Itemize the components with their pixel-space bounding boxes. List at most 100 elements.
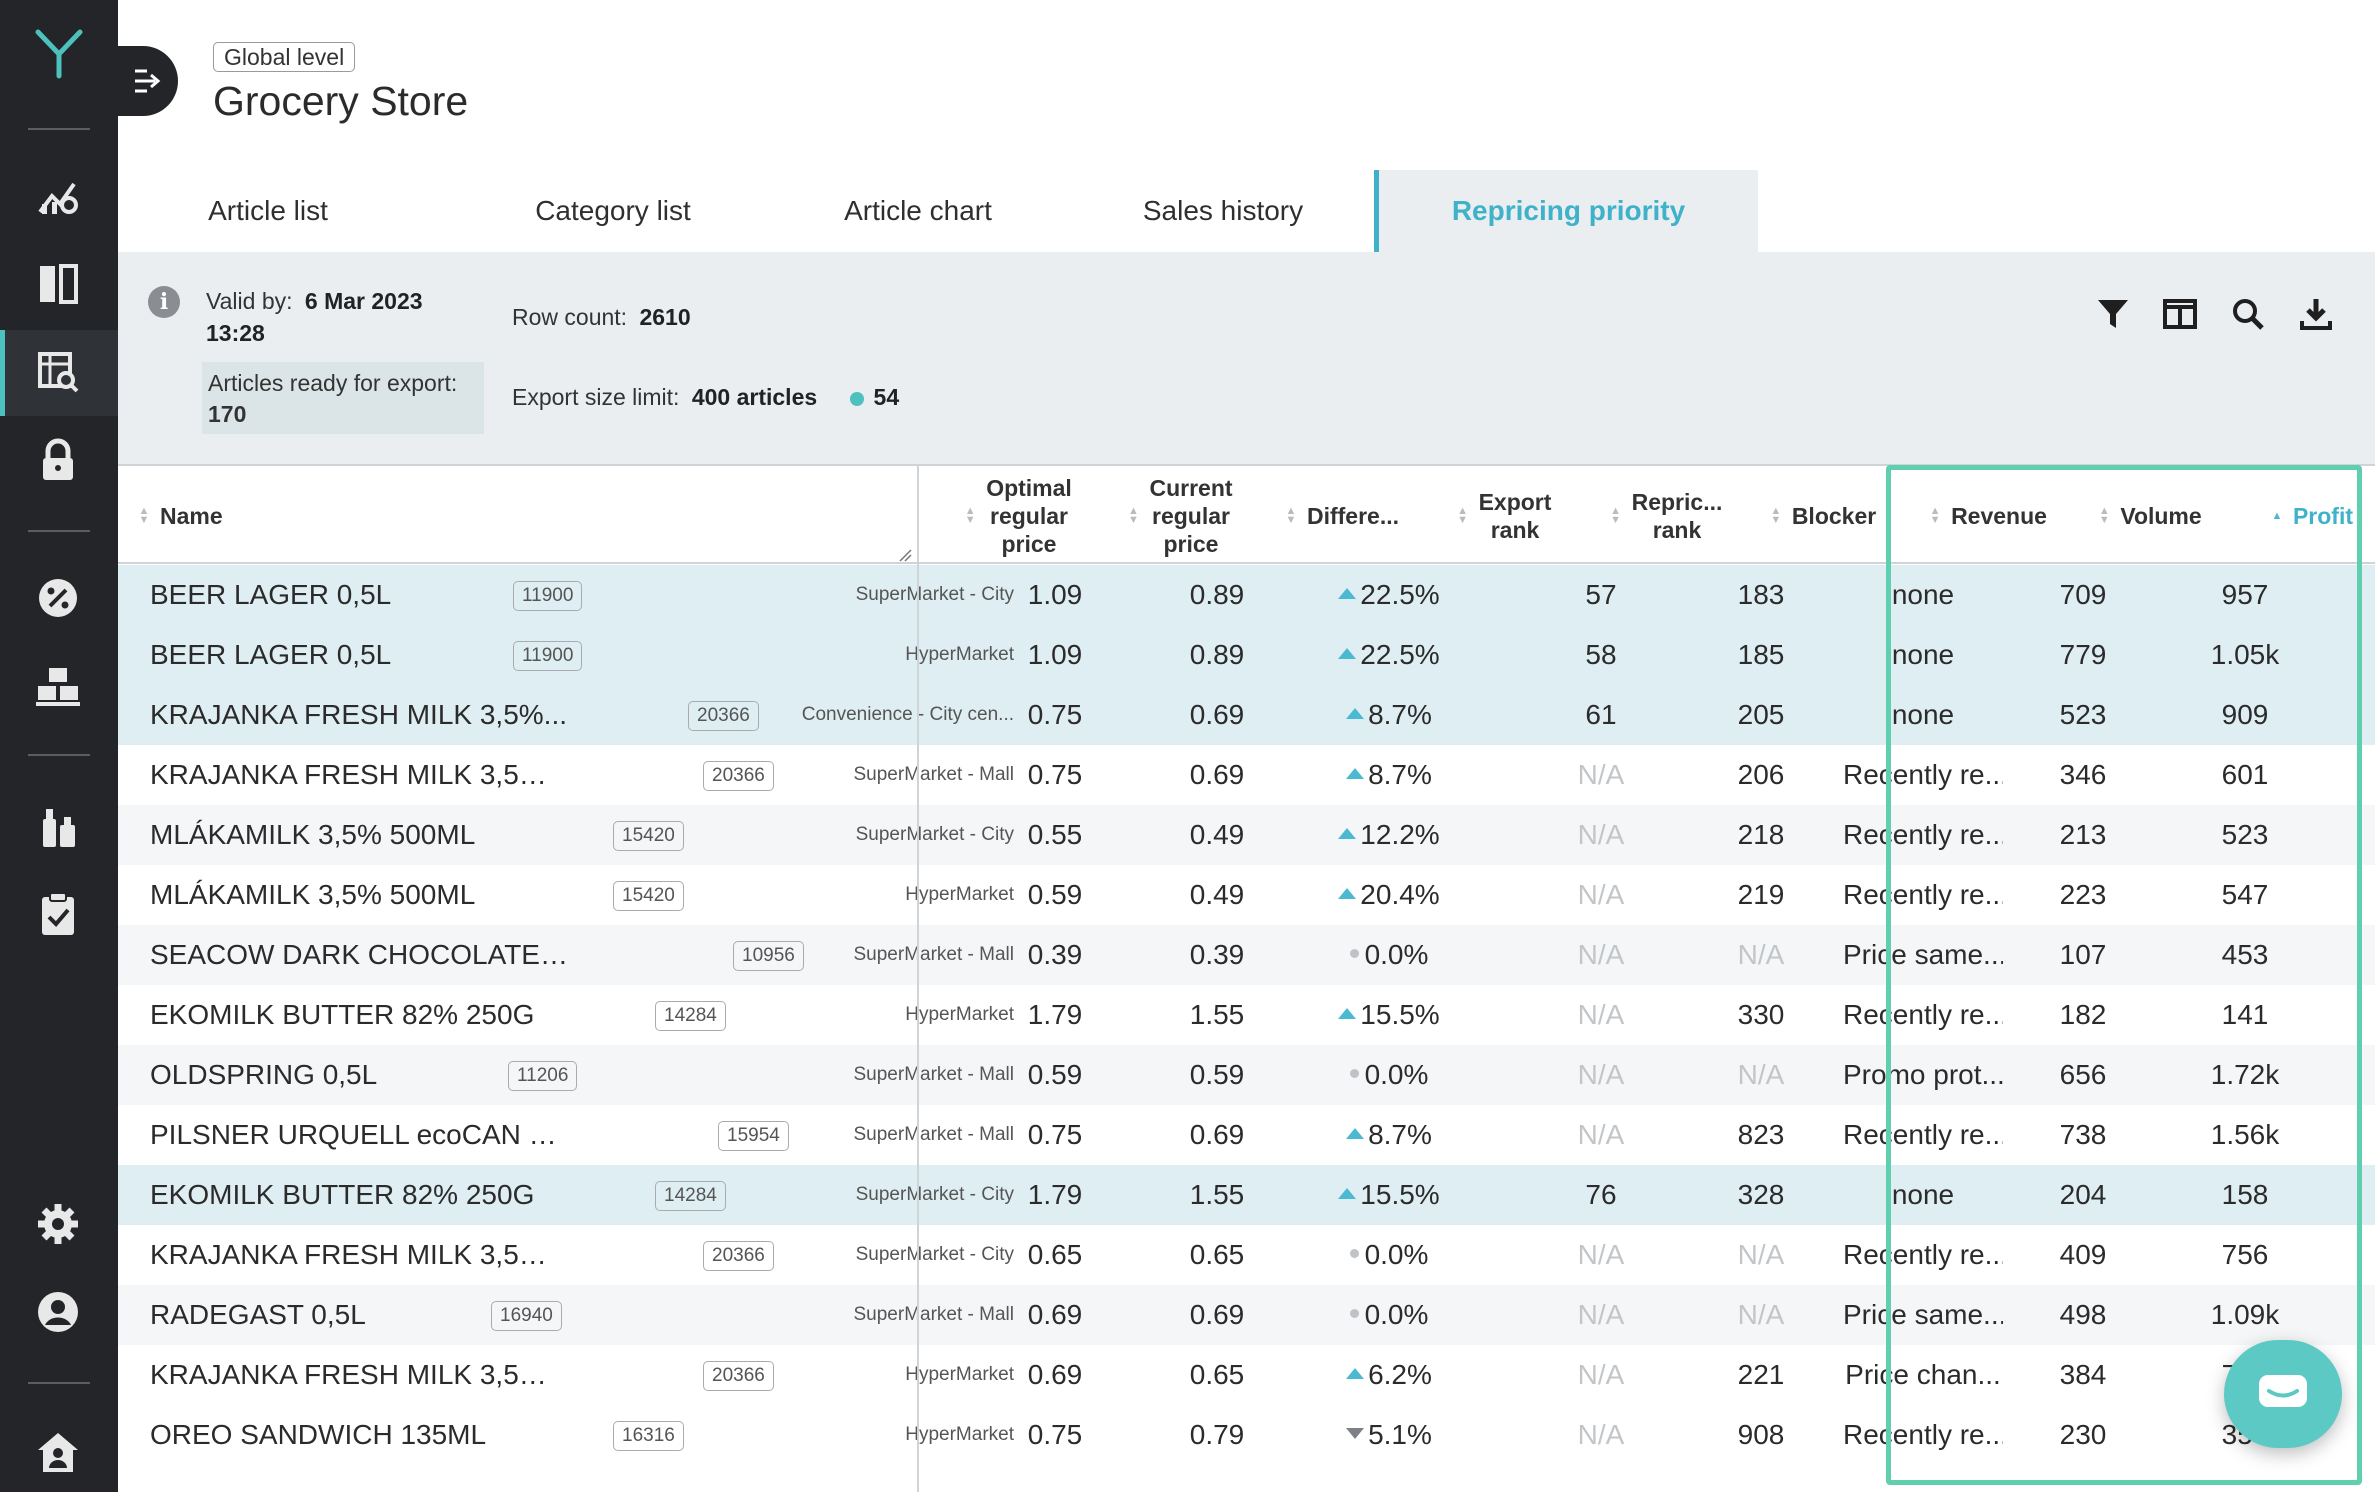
table-row[interactable]: MLÁKAMILK 3,5% 500ML 15420 SuperMarket - C… [118, 805, 2375, 865]
article-id-badge: 20366 [703, 1361, 774, 1391]
table-row[interactable]: BEER LAGER 0,5L 11900 SuperMarket - City 1.… [118, 565, 2375, 625]
column-header-optimal-price[interactable]: ▲ ▼ Optimal regular price [964, 475, 1072, 557]
revenue: 523 [2059, 699, 2107, 730]
table-row[interactable]: SEACOW DARK CHOCOLATE 45ML 10956 SuperMark… [118, 925, 2375, 985]
columns-icon[interactable] [30, 256, 86, 312]
profit: 4.00 [2342, 1045, 2375, 1105]
repricing-rank: 328 [1737, 1179, 1785, 1210]
clipboard-check-icon[interactable] [30, 886, 86, 942]
home-user-icon[interactable] [30, 1424, 86, 1480]
article-name[interactable]: BEER LAGER 0,5L [150, 639, 392, 670]
discount-badge-icon[interactable] [30, 570, 86, 626]
columns-layout-icon[interactable] [2160, 294, 2200, 334]
download-icon[interactable] [2296, 294, 2336, 334]
column-header-volume[interactable]: ▲ ▼ Volume [2098, 503, 2202, 529]
store-name: SuperMarket - City [855, 824, 1014, 845]
current-price: 0.65 [1189, 1239, 1245, 1270]
difference-value: 0.0% [1364, 1059, 1429, 1090]
tab-bar: Article list Category list Article chart… [118, 170, 2375, 252]
article-name[interactable]: BEER LAGER 0,5L [150, 579, 392, 610]
app-logo[interactable] [30, 24, 88, 82]
article-name[interactable]: EKOMILK BUTTER 82% 250G [150, 1179, 535, 1210]
table-row[interactable]: OLDSPRING 0,5L 11206 SuperMarket - Mall 0.5… [118, 1045, 2375, 1105]
profit [2342, 1405, 2375, 1465]
article-name[interactable]: KRAJANKA FRESH MILK 3,5%... [150, 699, 568, 730]
article-name[interactable]: MLÁKAMILK 3,5% 500ML [150, 879, 476, 910]
volume: 909 [2221, 699, 2269, 730]
tab-repricing-priority[interactable]: Repricing priority [1374, 170, 1758, 252]
article-name[interactable]: KRAJANKA FRESH MILK 3,5% 1L [150, 1359, 570, 1390]
table-row[interactable]: KRAJANKA FRESH MILK 3,5% 1L 20366 SuperMar… [118, 745, 2375, 805]
blocker: none [1891, 699, 1955, 730]
table-row[interactable]: EKOMILK BUTTER 82% 250G 14284 SuperMarket … [118, 1165, 2375, 1225]
table-row[interactable]: KRAJANKA FRESH MILK 3,5% 1L 20366 SuperMar… [118, 1225, 2375, 1285]
article-name[interactable]: MLÁKAMILK 3,5% 500ML [150, 819, 476, 850]
sort-icon: ▲ ▼ [1610, 505, 1622, 526]
sidebar-divider [28, 128, 90, 130]
column-header-repricing-rank[interactable]: ▲ ▼ Repric... rank [1610, 489, 1723, 543]
difference-value: 8.7% [1368, 759, 1432, 790]
tab-category-list[interactable]: Category list [535, 195, 691, 226]
store-name: Convenience - City cen... [801, 704, 1014, 725]
warehouse-boxes-icon[interactable] [30, 658, 86, 714]
article-name[interactable]: OREO SANDWICH 135ML [150, 1419, 487, 1450]
table-row[interactable]: KRAJANKA FRESH MILK 3,5%... 20366 Convenie… [118, 685, 2375, 745]
article-name[interactable]: KRAJANKA FRESH MILK 3,5% 1L [150, 1239, 570, 1270]
revenue: 709 [2059, 579, 2107, 610]
chat-support-button[interactable] [2224, 1340, 2342, 1448]
column-header-revenue[interactable]: ▲ ▼ Revenue [1929, 503, 2047, 529]
difference-cell: 0.0% [1314, 1045, 1464, 1105]
sort-icon: ▲ ▼ [138, 505, 150, 526]
difference-cell: 15.5% [1314, 1165, 1464, 1225]
level-badge[interactable]: Global level [213, 42, 356, 72]
tab-sales-history[interactable]: Sales history [1142, 195, 1304, 226]
column-resize-handle-icon[interactable] [898, 548, 912, 562]
article-id-badge: 11206 [508, 1061, 578, 1091]
products-bottles-icon[interactable] [30, 798, 86, 854]
article-name[interactable]: SEACOW DARK CHOCOLATE 45ML [150, 939, 570, 970]
sidebar-divider [28, 1382, 90, 1384]
lock-icon[interactable] [30, 432, 86, 488]
filter-icon[interactable] [2093, 294, 2133, 334]
tab-article-chart[interactable]: Article chart [844, 195, 992, 226]
table-row[interactable]: EKOMILK BUTTER 82% 250G 14284 HyperMarket 1… [118, 985, 2375, 1045]
table-search-icon[interactable] [30, 344, 86, 400]
volume: 1.56k [2210, 1119, 2280, 1150]
table-row[interactable]: BEER LAGER 0,5L 11900 HyperMarket 1.09 0.89 2… [118, 625, 2375, 685]
info-icon[interactable]: i [148, 286, 180, 318]
profit: 4.00 [2342, 985, 2375, 1045]
column-header-blocker[interactable]: ▲ ▼ Blocker [1770, 503, 1877, 529]
store-name: SuperMarket - Mall [853, 764, 1015, 785]
search-icon[interactable] [2228, 294, 2268, 334]
settings-gear-icon[interactable] [30, 1196, 86, 1252]
sidebar-toggle-button[interactable] [118, 46, 178, 116]
article-name[interactable]: EKOMILK BUTTER 82% 250G [150, 999, 535, 1030]
column-header-current-price[interactable]: ▲ ▼ Current regular price [1128, 475, 1233, 557]
article-name[interactable]: OLDSPRING 0,5L [150, 1059, 378, 1090]
dashboard-chart-icon[interactable] [30, 168, 86, 224]
column-header-name[interactable]: ▲ ▼ Name [138, 503, 223, 529]
current-price: 0.49 [1189, 879, 1245, 910]
tab-article-list[interactable]: Article list [208, 195, 328, 226]
optimal-price: 1.79 [1027, 1179, 1083, 1210]
column-header-profit[interactable]: ▲ Profit [2271, 503, 2354, 529]
store-name: SuperMarket - City [855, 1184, 1014, 1205]
blocker: Recently re... [1843, 1419, 2003, 1450]
article-name[interactable]: PILSNER URQUELL ecoCAN 0,33L [150, 1119, 570, 1150]
export-rank: 58 [1585, 639, 1617, 670]
optimal-price: 0.39 [1027, 939, 1083, 970]
table-row[interactable]: MLÁKAMILK 3,5% 500ML 15420 HyperMarket 0.59… [118, 865, 2375, 925]
export-rank: N/A [1577, 999, 1625, 1030]
increase-arrow-icon [1338, 648, 1357, 660]
table-row[interactable]: RADEGAST 0,5L 16940 SuperMarket - Mall 0.69… [118, 1285, 2375, 1345]
table-row[interactable]: KRAJANKA FRESH MILK 3,5% 1L 20366 HyperMar… [118, 1345, 2375, 1405]
column-header-export-rank[interactable]: ▲ ▼ Export rank [1457, 489, 1552, 543]
table-row[interactable]: OREO SANDWICH 135ML 16316 HyperMarket 0.75 0… [118, 1405, 2375, 1465]
table-row[interactable]: PILSNER URQUELL ecoCAN 0,33L 15954 SuperMa… [118, 1105, 2375, 1165]
valid-by-time: 13:28 [206, 320, 265, 346]
valid-by: Valid by: 6 Mar 2023 [206, 288, 423, 314]
user-account-icon[interactable] [30, 1284, 86, 1340]
increase-arrow-icon [1346, 1368, 1365, 1380]
column-header-difference[interactable]: ▲ ▼ Differe... [1285, 503, 1400, 529]
article-name[interactable]: KRAJANKA FRESH MILK 3,5% 1L [150, 759, 570, 790]
